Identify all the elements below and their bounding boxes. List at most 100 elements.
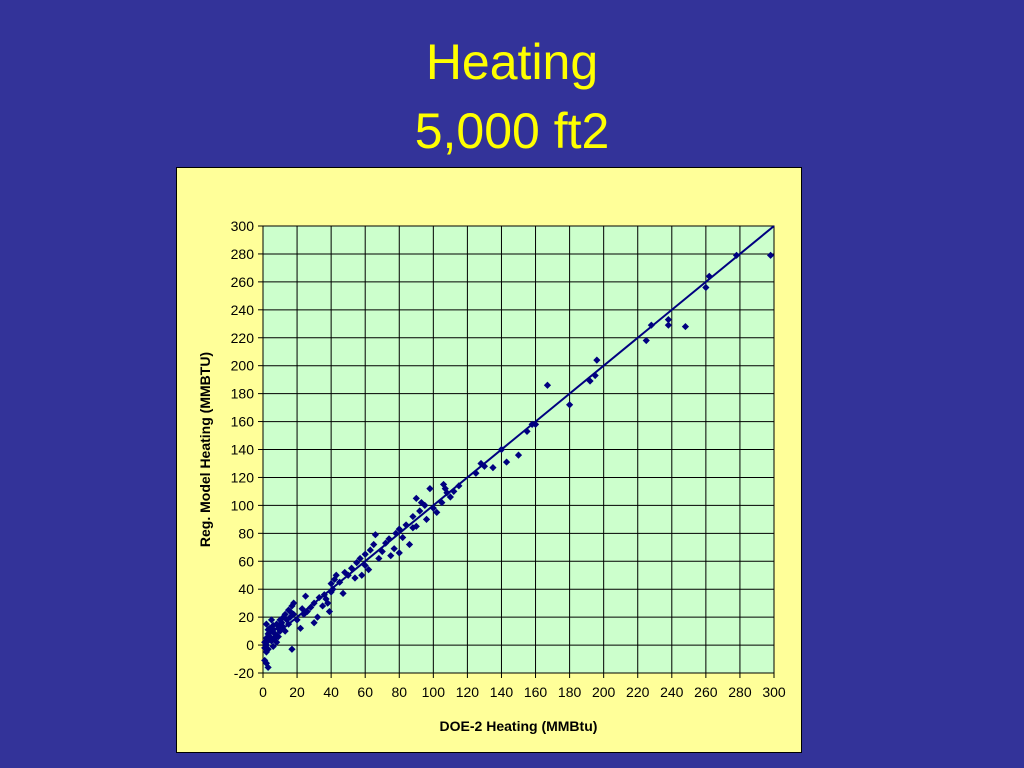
data-point (365, 566, 373, 574)
data-point (327, 580, 335, 588)
data-point (267, 616, 276, 624)
x-axis-ticks: 0 20 40 60 80 100 120 140 160 180 200 220 240 260 280 3… (259, 673, 786, 700)
data-point (497, 445, 506, 454)
y-tick-label: 20 (238, 609, 254, 625)
data-point (387, 552, 395, 560)
y-tick-label: 180 (231, 386, 255, 402)
data-point (399, 533, 407, 542)
y-tick-label: 200 (231, 358, 255, 374)
x-tick-label: 200 (592, 684, 616, 700)
data-point (664, 321, 672, 329)
data-point (371, 531, 380, 539)
y-axis-ticks: -20 0 20 40 60 80 100 120 140 160 180 200 220 240 260 2… (231, 218, 263, 681)
x-tick-label: 20 (289, 684, 305, 700)
data-point (370, 540, 378, 549)
data-point (438, 498, 446, 507)
data-point (412, 494, 420, 502)
y-tick-label: 220 (231, 330, 255, 346)
data-point (412, 522, 420, 530)
data-point (402, 521, 410, 529)
data-point (278, 619, 286, 627)
x-tick-label: 80 (391, 684, 407, 700)
y-tick-label: 0 (246, 637, 254, 653)
data-point (385, 535, 393, 543)
x-tick-label: 180 (558, 684, 582, 700)
data-point (382, 539, 390, 547)
data-point (266, 633, 274, 641)
data-point (443, 489, 451, 497)
data-point (502, 458, 511, 466)
data-point (395, 549, 403, 557)
x-tick-label: 0 (259, 684, 267, 700)
slide-title-line1: Heating (425, 34, 599, 90)
x-tick-label: 140 (490, 684, 514, 700)
data-point (303, 607, 311, 616)
y-tick-label: 280 (231, 246, 255, 262)
data-point (288, 602, 296, 610)
data-point (416, 507, 424, 515)
x-tick-label: 40 (323, 684, 339, 700)
slide-title-line2: 5,000 ft2 (414, 103, 610, 159)
data-point (433, 508, 441, 516)
y-tick-label: 100 (231, 497, 255, 513)
data-point (298, 605, 306, 613)
y-tick-label: 80 (238, 525, 254, 541)
data-point (591, 371, 599, 380)
data-point (274, 633, 282, 641)
y-tick-label: 260 (231, 274, 255, 290)
y-tick-label: 140 (231, 442, 255, 458)
data-point (286, 607, 294, 616)
y-axis-label: Reg. Model Heating (MMBTU) (197, 352, 213, 547)
data-point (593, 356, 601, 364)
x-axis-label: DOE-2 Heating (MMBtu) (440, 718, 598, 734)
y-tick-label: 300 (231, 218, 255, 234)
data-point (664, 315, 672, 324)
x-tick-label: 120 (456, 684, 480, 700)
data-point (450, 487, 458, 496)
data-point (378, 547, 386, 556)
data-point (261, 656, 269, 665)
data-point (446, 493, 454, 501)
chart-area: 0 20 40 60 80 100 120 140 160 180 200 220 240 260 280 3… (176, 167, 802, 753)
data-point (269, 626, 277, 634)
data-point (395, 525, 403, 533)
data-point (264, 626, 272, 634)
data-point (361, 550, 369, 558)
data-point (276, 616, 284, 624)
data-point (732, 251, 741, 259)
data-point (320, 591, 328, 599)
grid-lines (262, 225, 775, 674)
data-point (296, 624, 305, 632)
data-point (361, 561, 369, 570)
y-tick-label: 60 (238, 553, 254, 569)
data-point (531, 420, 540, 428)
y-tick-label: -20 (234, 665, 254, 681)
x-tick-label: 220 (626, 684, 650, 700)
data-point (390, 545, 398, 553)
data-point (375, 554, 383, 563)
y-tick-label: 40 (238, 581, 254, 597)
x-tick-label: 300 (762, 684, 786, 700)
data-point (315, 593, 323, 602)
data-point (329, 585, 337, 593)
x-tick-label: 160 (524, 684, 548, 700)
x-tick-label: 100 (422, 684, 446, 700)
data-point (269, 621, 277, 630)
x-tick-label: 260 (694, 684, 718, 700)
data-point (523, 427, 531, 435)
data-point (429, 504, 437, 512)
data-point (341, 568, 349, 577)
data-point (766, 251, 775, 259)
data-point (262, 620, 271, 628)
data-point (269, 642, 277, 651)
data-point (472, 469, 480, 477)
data-point (514, 451, 523, 459)
data-point (455, 482, 463, 490)
data-point (347, 564, 356, 572)
data-point (480, 462, 489, 470)
y-tick-label: 240 (231, 302, 255, 318)
data-point (276, 627, 284, 635)
data-point (284, 620, 293, 628)
y-tick-label: 160 (231, 414, 255, 430)
scatter-chart: 0 20 40 60 80 100 120 140 160 180 200 220 240 260 280 3… (197, 218, 786, 734)
